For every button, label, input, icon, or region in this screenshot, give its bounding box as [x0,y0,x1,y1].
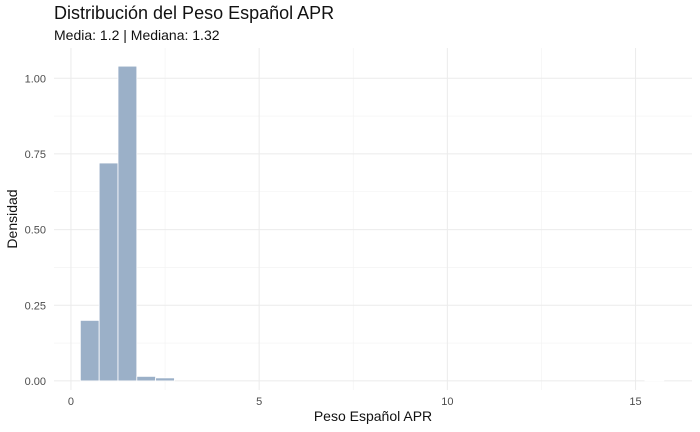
y-tick-label: 0.75 [25,149,46,161]
histogram-bars [79,65,665,382]
y-tick-label: 0.00 [25,376,46,388]
y-tick-label: 0.25 [25,300,46,312]
x-tick-label: 15 [629,396,641,408]
major-gridlines [54,48,692,390]
y-tick-label: 1.00 [25,73,46,85]
x-tick-label: 10 [441,396,453,408]
histogram-bar [644,379,665,382]
x-tick-label: 5 [256,396,262,408]
chart-title: Distribución del Peso Español APR [54,3,335,23]
x-axis-title: Peso Español APR [314,408,432,424]
histogram-bar [136,375,157,382]
chart-subtitle: Media: 1.2 | Mediana: 1.32 [54,27,220,43]
x-tick-labels: 0 5 10 15 [68,396,642,408]
y-tick-labels: 0.00 0.25 0.50 0.75 1.00 [25,73,46,388]
y-tick-label: 0.50 [25,225,46,237]
histogram-bar [155,377,175,382]
histogram-bar [98,162,119,382]
histogram-bar [79,319,100,382]
y-axis-title: Densidad [4,189,20,248]
x-tick-label: 0 [68,396,74,408]
histogram-bar [117,65,138,382]
minor-gridlines [54,48,692,390]
